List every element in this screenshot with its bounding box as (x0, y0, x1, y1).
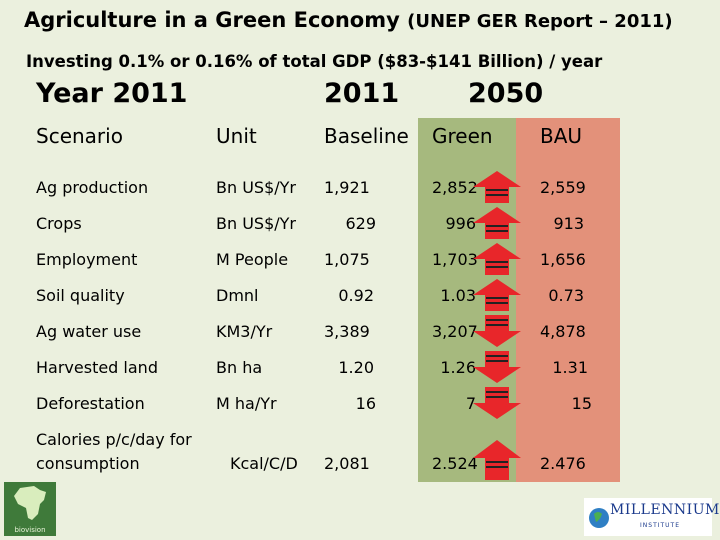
row-calories-unit: Kcal/C/D (230, 454, 298, 473)
row-ag-production-scenario: Ag production (36, 178, 149, 197)
row-harvested-land-bau: 1.31 (552, 358, 588, 377)
row-harvested-land-baseline: 1.20 (338, 358, 374, 377)
row-ag-production-baseline: 1,921 (324, 178, 370, 197)
row-deforestation-scenario: Deforestation (36, 394, 145, 413)
row-employment-baseline: 1,075 (324, 250, 370, 269)
arrow-up-icon (473, 279, 521, 311)
row-ag-water-use-scenario: Ag water use (36, 322, 142, 341)
row-harvested-land-green: 1.26 (440, 358, 476, 377)
row-employment-scenario: Employment (36, 250, 138, 269)
arrow-up-icon (473, 440, 521, 480)
row-calories-green: 2.524 (432, 454, 478, 473)
row-soil-quality-green: 1.03 (440, 286, 476, 305)
row-crops-bau: 913 (553, 214, 584, 233)
row-ag-production-unit: Bn US$/Yr (216, 178, 296, 197)
row-soil-quality-bau: 0.73 (548, 286, 584, 305)
row-deforestation-baseline: 16 (355, 394, 376, 413)
row-harvested-land-scenario: Harvested land (36, 358, 158, 377)
header-baseline: Baseline (324, 124, 409, 148)
slide-title: Agriculture in a Green Economy (UNEP GER… (24, 8, 673, 32)
row-deforestation-bau: 15 (571, 394, 592, 413)
earth-icon (589, 508, 609, 528)
arrow-down-icon (473, 351, 521, 383)
africa-icon (14, 486, 46, 520)
row-deforestation-green: 7 (465, 394, 476, 413)
millennium-logo-subtext: INSTITUTE (640, 522, 681, 529)
arrow-down-icon (473, 315, 521, 347)
row-ag-production-bau: 2,559 (540, 178, 586, 197)
millennium-institute-logo: MILLENNIUM INSTITUTE (584, 498, 719, 536)
row-employment-unit: M People (216, 250, 289, 269)
slide-subtitle: Investing 0.1% or 0.16% of total GDP ($8… (26, 52, 603, 71)
row-ag-water-use-baseline: 3,389 (324, 322, 370, 341)
title-report: (UNEP GER Report – 2011) (407, 11, 673, 32)
header-unit: Unit (216, 124, 257, 148)
row-crops-unit: Bn US$/Yr (216, 214, 296, 233)
row-soil-quality-baseline: 0.92 (338, 286, 374, 305)
row-ag-water-use-green: 3,207 (432, 322, 478, 341)
arrow-up-icon (473, 207, 521, 239)
arrow-down-icon (473, 387, 521, 419)
millennium-logo-text: MILLENNIUM (610, 502, 720, 518)
row-ag-production-green: 2,852 (432, 178, 478, 197)
row-crops-baseline: 629 (345, 214, 376, 233)
bau-column-background (516, 118, 620, 482)
row-employment-bau: 1,656 (540, 250, 586, 269)
arrow-up-icon (473, 171, 521, 203)
row-ag-water-use-bau: 4,878 (540, 322, 586, 341)
row-soil-quality-unit: Dmnl (216, 286, 259, 305)
header-bau: BAU (540, 124, 583, 148)
title-main: Agriculture in a Green Economy (24, 8, 400, 32)
row-crops-green: 996 (445, 214, 476, 233)
row-soil-quality-scenario: Soil quality (36, 286, 125, 305)
header-green: Green (432, 124, 493, 148)
row-employment-green: 1,703 (432, 250, 478, 269)
header-scenario: Scenario (36, 124, 123, 148)
row-calories-bau: 2.476 (540, 454, 586, 473)
row-calories-baseline: 2,081 (324, 454, 370, 473)
row-deforestation-unit: M ha/Yr (216, 394, 277, 413)
arrow-up-icon (473, 243, 521, 275)
row-ag-water-use-unit: KM3/Yr (216, 322, 273, 341)
row-crops-scenario: Crops (36, 214, 82, 233)
year-2050: 2050 (468, 78, 544, 109)
row-calories-scenario-line2: consumption (36, 454, 140, 473)
row-harvested-land-unit: Bn ha (216, 358, 263, 377)
biovision-logo: biovision (4, 482, 56, 536)
year-2011-baseline: 2011 (324, 78, 400, 109)
biovision-logo-text: biovision (14, 526, 46, 534)
year-2011-left: Year 2011 (36, 78, 188, 109)
row-calories-scenario-line1: Calories p/c/day for (36, 430, 192, 449)
